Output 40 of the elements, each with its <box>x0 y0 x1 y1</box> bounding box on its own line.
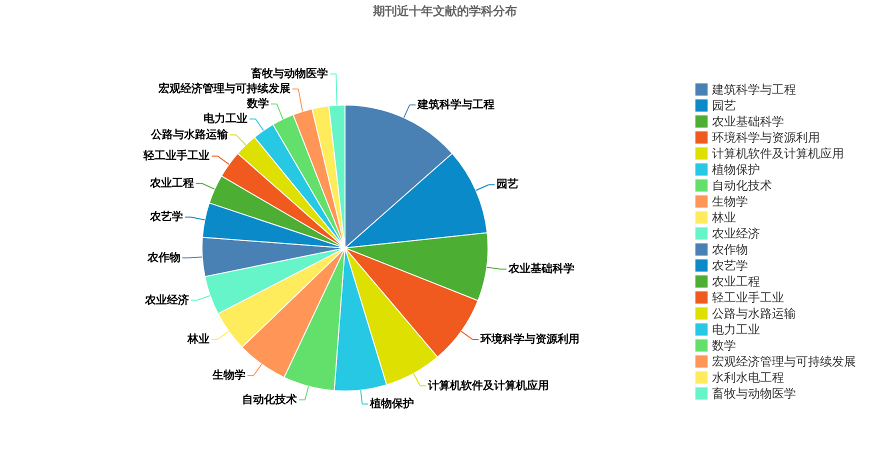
legend-label: 畜牧与动物医学 <box>712 386 796 400</box>
legend-label: 林业 <box>711 210 736 224</box>
data-label: 公路与水路运输 <box>150 128 230 141</box>
legend-label: 建筑科学与工程 <box>711 82 796 96</box>
legend-label: 数学 <box>712 338 736 352</box>
legend-label: 计算机软件及计算机应用 <box>712 146 844 160</box>
data-label: 自动化技术 <box>242 392 297 406</box>
data-label: 轻工业手工业 <box>142 149 210 162</box>
legend-label: 生物学 <box>712 194 748 208</box>
data-label: 生物学 <box>212 368 246 382</box>
data-label: 建筑科学与工程 <box>416 98 495 111</box>
data-label: 农业经济 <box>144 293 189 306</box>
data-label: 林业 <box>186 332 210 346</box>
legend-label: 公路与水路运输 <box>712 306 796 320</box>
data-label: 电力工业 <box>204 112 248 125</box>
legend-label: 农业基础科学 <box>712 114 784 128</box>
legend-label: 农业经济 <box>712 226 760 240</box>
data-label: 畜牧与动物医学 <box>250 66 328 80</box>
data-label: 园艺 <box>496 178 519 191</box>
legend-label: 农业工程 <box>712 274 760 288</box>
data-label: 计算机软件及计算机应用 <box>427 378 550 392</box>
legend-label: 电力工业 <box>712 322 760 336</box>
chart-title: 期刊近十年文献的学科分布 <box>372 4 517 18</box>
data-label: 植物保护 <box>369 397 414 410</box>
data-label: 农业工程 <box>148 176 194 190</box>
legend-label: 农作物 <box>712 242 748 256</box>
legend-label: 自动化技术 <box>712 178 772 192</box>
legend-label: 宏观经济管理与可持续发展 <box>712 354 856 368</box>
data-label: 农艺学 <box>149 210 184 224</box>
data-label: 农作物 <box>146 250 180 264</box>
legend-label: 轻工业手工业 <box>712 290 784 304</box>
legend-label: 环境科学与资源利用 <box>712 130 820 144</box>
data-label: 环境科学与资源利用 <box>480 332 580 346</box>
legend-label: 农艺学 <box>712 258 748 272</box>
data-label: 宏观经济管理与可持续发展 <box>157 82 290 95</box>
legend-label: 植物保护 <box>712 162 760 176</box>
data-label: 数学 <box>246 96 269 110</box>
data-label: 农业基础科学 <box>508 262 575 276</box>
legend-label: 水利水电工程 <box>712 370 784 384</box>
legend-label: 园艺 <box>712 98 736 112</box>
